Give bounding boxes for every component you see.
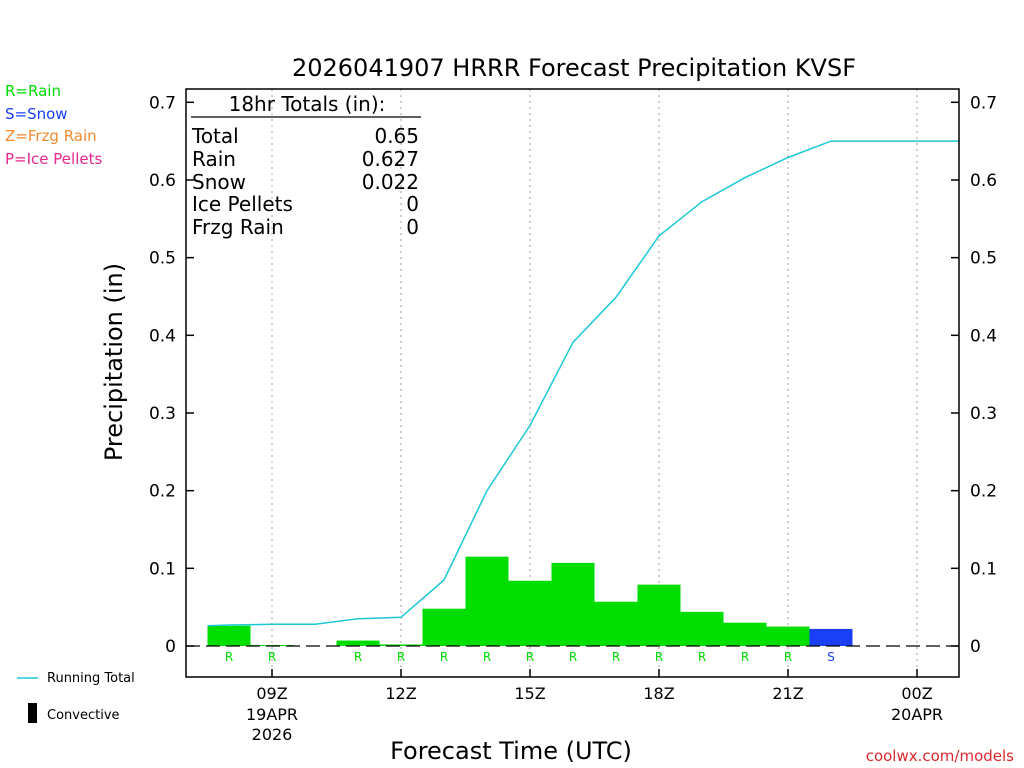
totals-header: 18hr Totals (in): — [229, 92, 386, 116]
legend-running-total: Running Total — [47, 671, 135, 686]
y-tick-label-right: 0 — [970, 637, 981, 657]
ptype-code-hour-8: R — [225, 650, 233, 664]
bar-hour-17 — [594, 601, 638, 646]
ptype-code-hour-15: R — [526, 650, 534, 664]
ptype-code-hour-20: R — [741, 650, 749, 664]
x-tick-label: 00Z — [901, 684, 932, 703]
totals-value-rain: 0.627 — [362, 147, 419, 171]
vertical-gridlines — [271, 89, 918, 677]
bar-hour-16 — [551, 562, 595, 646]
totals-label-ice-pellets: Ice Pellets — [192, 192, 293, 216]
bar-hour-12 — [379, 644, 423, 646]
legend-snow: S=Snow — [5, 105, 68, 123]
y-tick-label-left: 0.2 — [149, 482, 176, 502]
y-tick-label-left: 0.6 — [149, 171, 176, 191]
bar-hour-20 — [723, 622, 767, 646]
x-tick-label: 15Z — [514, 684, 545, 703]
legend-convective: Convective — [47, 708, 120, 723]
chart-title: 2026041907 HRRR Forecast Precipitation K… — [292, 54, 856, 82]
bar-hour-8 — [207, 625, 251, 646]
totals-label-snow: Snow — [192, 170, 246, 194]
legend-ice-pellets: P=Ice Pellets — [5, 150, 102, 168]
ptype-code-hour-16: R — [569, 650, 577, 664]
y-tick-label-left: 0.5 — [149, 249, 176, 269]
axes — [185, 88, 960, 678]
plot-frame — [185, 88, 960, 678]
ptype-code-hour-13: R — [440, 650, 448, 664]
bar-hour-19 — [680, 611, 724, 646]
ptype-code-hour-17: R — [612, 650, 620, 664]
ptype-code-hour-21: R — [784, 650, 792, 664]
totals-label-frzg-rain: Frzg Rain — [192, 215, 284, 239]
bar-hour-11 — [336, 640, 380, 646]
tick-labels: 0 00.1 0.10.2 0.20.3 0.30.4 0.40.5 0.50.6 0.60.… — [149, 93, 997, 744]
x-tick-date: 19APR — [246, 705, 298, 724]
ptype-code-hour-12: R — [397, 650, 405, 664]
y-tick-label-right: 0.4 — [970, 326, 997, 346]
bar-hour-14 — [465, 556, 509, 646]
y-tick-label-right: 0.2 — [970, 482, 997, 502]
y-tick-label-left: 0 — [165, 637, 176, 657]
y-axis-label: Precipitation (in) — [100, 263, 128, 461]
credit-text: coolwx.com/models — [866, 747, 1014, 765]
y-tick-label-right: 0.3 — [970, 404, 997, 424]
running-total-line — [207, 140, 960, 627]
legend-convective-swatch — [28, 703, 37, 723]
y-tick-label-right: 0.6 — [970, 171, 997, 191]
ptype-code-hour-9: R — [268, 650, 276, 664]
y-tick-label-right: 0.5 — [970, 249, 997, 269]
y-tick-label-left: 0.3 — [149, 404, 176, 424]
x-axis-label: Forecast Time (UTC) — [390, 737, 632, 765]
x-tick-label: 21Z — [772, 684, 803, 703]
x-tick-label: 18Z — [643, 684, 674, 703]
totals-value-total: 0.65 — [374, 124, 419, 148]
x-tick-date: 20APR — [891, 705, 943, 724]
y-tick-label-left: 0.1 — [149, 559, 176, 579]
totals-box: 18hr Totals (in): Total 0.65 Rain 0.627 … — [191, 92, 421, 239]
totals-label-rain: Rain — [192, 147, 236, 171]
totals-value-ice-pellets: 0 — [406, 192, 419, 216]
ptype-code-hour-11: R — [354, 650, 362, 664]
totals-value-snow: 0.022 — [362, 170, 419, 194]
y-tick-label-left: 0.4 — [149, 326, 176, 346]
y-tick-label-right: 0.7 — [970, 93, 997, 113]
ptype-code-hour-22: S — [827, 650, 835, 664]
bar-hour-18 — [637, 584, 681, 646]
y-tick-label-right: 0.1 — [970, 559, 997, 579]
totals-value-frzg-rain: 0 — [406, 215, 419, 239]
x-tick-label: 12Z — [385, 684, 416, 703]
bar-hour-21 — [766, 626, 810, 646]
bar-hour-13 — [422, 608, 466, 646]
ptype-code-hour-19: R — [698, 650, 706, 664]
x-tick-year: 2026 — [252, 725, 293, 744]
running-total-layer — [207, 140, 960, 627]
legend-rain: R=Rain — [5, 82, 61, 100]
bar-hour-22 — [809, 628, 853, 646]
hourly-precip-bars — [207, 556, 853, 646]
legend-frzg-rain: Z=Frzg Rain — [5, 127, 97, 145]
totals-label-total: Total — [191, 124, 239, 148]
ptype-code-hour-14: R — [483, 650, 491, 664]
ptype-code-hour-18: R — [655, 650, 663, 664]
x-tick-label: 09Z — [256, 684, 287, 703]
bar-hour-15 — [508, 580, 552, 646]
y-tick-label-left: 0.7 — [149, 93, 176, 113]
